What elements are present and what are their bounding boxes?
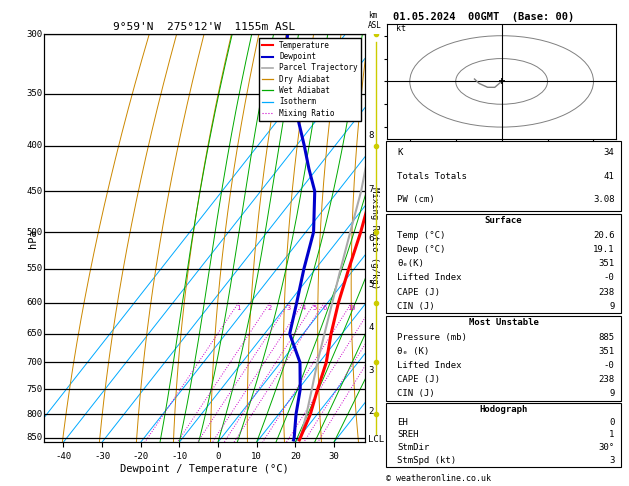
Legend: Temperature, Dewpoint, Parcel Trajectory, Dry Adiabat, Wet Adiabat, Isotherm, Mi: Temperature, Dewpoint, Parcel Trajectory… — [259, 38, 361, 121]
Text: StmDir: StmDir — [398, 443, 430, 452]
Text: 2: 2 — [368, 407, 374, 417]
Text: 750: 750 — [26, 385, 42, 394]
Text: 238: 238 — [598, 288, 615, 296]
Text: θₑ(K): θₑ(K) — [398, 259, 424, 268]
Text: 3: 3 — [609, 456, 615, 465]
Text: 450: 450 — [26, 187, 42, 196]
Text: Pressure (mb): Pressure (mb) — [398, 332, 467, 342]
Text: 351: 351 — [598, 347, 615, 356]
Text: 8: 8 — [368, 131, 374, 140]
Title: 9°59'N  275°12'W  1155m ASL: 9°59'N 275°12'W 1155m ASL — [113, 22, 296, 32]
Text: 4: 4 — [368, 323, 374, 332]
Text: 7: 7 — [368, 185, 374, 194]
Text: 1: 1 — [237, 305, 241, 311]
Text: © weatheronline.co.uk: © weatheronline.co.uk — [386, 474, 491, 483]
FancyBboxPatch shape — [386, 214, 621, 313]
Y-axis label: hPa: hPa — [28, 229, 38, 247]
Text: 4: 4 — [301, 305, 306, 311]
Text: Lifted Index: Lifted Index — [398, 361, 462, 370]
Text: Dewp (°C): Dewp (°C) — [398, 245, 446, 254]
Text: -0: -0 — [604, 361, 615, 370]
FancyBboxPatch shape — [386, 403, 621, 467]
Text: 34: 34 — [604, 148, 615, 157]
Text: SREH: SREH — [398, 431, 419, 439]
Text: 41: 41 — [604, 172, 615, 181]
Text: km
ASL: km ASL — [368, 11, 382, 30]
Text: CIN (J): CIN (J) — [398, 302, 435, 311]
FancyBboxPatch shape — [386, 141, 621, 211]
Text: 500: 500 — [26, 227, 42, 237]
Text: CAPE (J): CAPE (J) — [398, 288, 440, 296]
Text: PW (cm): PW (cm) — [398, 195, 435, 204]
Text: 600: 600 — [26, 298, 42, 307]
Text: 550: 550 — [26, 264, 42, 274]
X-axis label: Dewpoint / Temperature (°C): Dewpoint / Temperature (°C) — [120, 464, 289, 474]
Text: 700: 700 — [26, 358, 42, 367]
Text: 9: 9 — [609, 302, 615, 311]
Text: 351: 351 — [598, 259, 615, 268]
Text: 400: 400 — [26, 141, 42, 150]
Text: Totals Totals: Totals Totals — [398, 172, 467, 181]
Text: 6: 6 — [322, 305, 326, 311]
Text: θₑ (K): θₑ (K) — [398, 347, 430, 356]
Text: 650: 650 — [26, 329, 42, 338]
Text: -0: -0 — [604, 274, 615, 282]
Text: 1: 1 — [609, 431, 615, 439]
Text: StmSpd (kt): StmSpd (kt) — [398, 456, 457, 465]
Y-axis label: Mixing Ratio (g/kg): Mixing Ratio (g/kg) — [370, 187, 379, 289]
Text: 19.1: 19.1 — [593, 245, 615, 254]
Text: 350: 350 — [26, 89, 42, 98]
Text: 10: 10 — [347, 305, 356, 311]
Text: CIN (J): CIN (J) — [398, 389, 435, 399]
Text: 0: 0 — [609, 418, 615, 427]
Text: 20.6: 20.6 — [593, 231, 615, 240]
Text: 300: 300 — [26, 30, 42, 38]
Text: kt: kt — [396, 24, 406, 33]
Text: 6: 6 — [368, 234, 374, 243]
Text: EH: EH — [398, 418, 408, 427]
FancyBboxPatch shape — [386, 316, 621, 401]
Text: Surface: Surface — [485, 216, 522, 226]
Text: 5: 5 — [368, 279, 374, 289]
Text: CAPE (J): CAPE (J) — [398, 375, 440, 384]
Text: 3.08: 3.08 — [593, 195, 615, 204]
Text: 800: 800 — [26, 410, 42, 419]
Text: 885: 885 — [598, 332, 615, 342]
Text: Lifted Index: Lifted Index — [398, 274, 462, 282]
Text: 2: 2 — [268, 305, 272, 311]
Text: Temp (°C): Temp (°C) — [398, 231, 446, 240]
Text: 01.05.2024  00GMT  (Base: 00): 01.05.2024 00GMT (Base: 00) — [393, 12, 574, 22]
Text: 30°: 30° — [598, 443, 615, 452]
Text: 850: 850 — [26, 433, 42, 442]
Text: 9: 9 — [609, 389, 615, 399]
Text: K: K — [398, 148, 403, 157]
Text: Most Unstable: Most Unstable — [469, 318, 538, 328]
Text: LCL: LCL — [368, 434, 384, 444]
Text: 3: 3 — [287, 305, 291, 311]
Text: 5: 5 — [313, 305, 317, 311]
Text: 3: 3 — [368, 366, 374, 375]
Text: 238: 238 — [598, 375, 615, 384]
Text: Hodograph: Hodograph — [479, 405, 528, 414]
